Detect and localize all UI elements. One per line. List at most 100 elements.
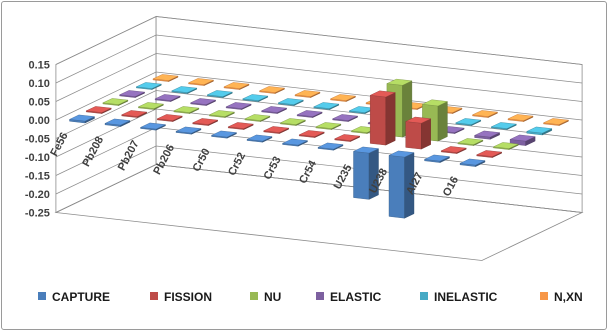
bar-n-xn-pb208 [187,78,215,86]
bar-capture-cr54 [317,142,344,151]
x-tick-label: Pb207 [116,139,142,173]
legend-label: FISSION [164,290,212,304]
chart-bars [68,74,570,219]
gridline [55,53,583,102]
legend-label: ELASTIC [330,290,382,304]
bar-nu-cr50 [244,114,271,122]
bar-fission-pb206 [191,118,219,126]
legend-swatch [150,292,158,300]
bar-fission-cr52 [262,126,290,134]
bar-capture-pb208 [104,118,131,127]
bar-fission-pb207 [156,114,183,122]
bar-n-xn-fe56 [152,74,179,82]
bar-fission-cr50 [227,122,254,130]
floor [54,164,584,261]
bar-capture-cr52 [246,134,273,143]
bar-n-xn-pb206 [258,86,286,94]
y-tick-label: -0.25 [25,208,50,220]
bar-fission-u235 [369,90,396,146]
bar-nu-pb206 [208,110,236,118]
bar-fission-fe56 [85,106,112,114]
bar-fission-o16 [475,150,503,158]
y-tick-label: 0.05 [28,97,49,109]
legend-swatch [250,292,258,300]
legend-item: N,XN [540,290,583,304]
bar-n-xn-cr52 [329,94,357,102]
legend-label: N,XN [554,290,583,304]
bar-nu-o16 [492,142,520,150]
bar-inelastic-o16 [526,126,553,136]
bar-capture-u235 [352,146,380,200]
bar-fission-cr54 [333,134,361,142]
x-tick-label: Cr53 [262,155,284,182]
bar-inelastic-u238 [455,118,482,126]
bar-elastic-pb208 [154,94,181,102]
bar-n-xn-cr50 [294,90,321,98]
bar-inelastic-fe56 [135,82,163,90]
bar-nu-cr53 [315,122,342,130]
y-tick-label: -0.05 [25,134,50,146]
legend-swatch [316,292,324,300]
bar-elastic-pb207 [189,98,217,106]
bar-elastic-fe56 [118,90,146,98]
bar-capture-al27 [423,154,451,163]
legend-swatch [420,292,428,300]
legend-swatch [540,292,548,300]
legend-label: INELASTIC [434,290,498,304]
bar-inelastic-pb207 [206,90,234,98]
bar-inelastic-pb208 [171,86,198,94]
legend-item: CAPTURE [38,290,110,304]
bar-n-xn-pb207 [223,82,250,90]
bar-elastic-cr52 [296,110,323,118]
bar-elastic-cr50 [260,106,288,114]
x-tick-label: U235 [332,163,355,192]
legend-label: NU [264,290,281,304]
bar-elastic-al27 [473,130,501,140]
bar-elastic-pb206 [225,102,252,110]
x-tick-label: Fe56 [48,131,70,159]
x-tick-label: Pb206 [151,143,177,177]
y-axis-tick-labels: 0.15 0.10 0.05 0.00 -0.05 -0.10 -0.15 -0.20 -0.2… [25,60,50,220]
bar-nu-pb207 [173,106,200,114]
legend-item: FISSION [150,290,212,304]
bar-inelastic-cr52 [313,102,340,110]
legend-item: NU [250,290,281,304]
y-tick-label: 0.00 [28,115,49,127]
x-tick-label: Cr52 [226,151,248,178]
gridline [55,16,583,65]
bar-capture-pb206 [175,126,202,135]
bar-n-xn-u238 [471,110,499,118]
y-tick-label: 0.15 [28,60,49,72]
bar-capture-cr53 [281,138,309,147]
y-tick-label: -0.15 [25,171,50,183]
bar-nu-pb208 [137,102,165,110]
x-tick-label: Cr50 [191,147,213,174]
bar-inelastic-cr50 [277,98,305,106]
bar-capture-cr50 [210,130,238,139]
legend-item: INELASTIC [420,290,498,304]
legend: CAPTURE FISSION NU ELASTIC INELASTIC N,XN [38,290,583,304]
y-tick-label: -0.20 [25,189,50,201]
bar-capture-o16 [459,158,486,167]
bar-elastic-cr53 [331,114,359,122]
x-tick-label: Pb208 [80,135,106,169]
bar-n-xn-al27 [507,114,534,122]
bar-nu-cr52 [279,118,307,126]
y-tick-label: -0.10 [25,152,50,164]
gridline [55,34,583,84]
legend-swatch [38,292,46,300]
bar-capture-pb207 [139,122,167,131]
legend-label: CAPTURE [52,290,110,304]
bar-fission-al27 [440,146,467,154]
bar-capture-fe56 [68,114,96,124]
bar-fission-pb208 [120,110,148,118]
gridline [55,164,583,213]
bar-nu-al27 [457,138,484,146]
bar-inelastic-pb206 [242,94,269,102]
bar-fission-u238 [404,116,432,150]
bar-inelastic-al27 [490,122,518,130]
bar-capture-u238 [388,150,415,219]
legend-item: ELASTIC [316,290,382,304]
y-tick-label: 0.10 [28,78,49,90]
